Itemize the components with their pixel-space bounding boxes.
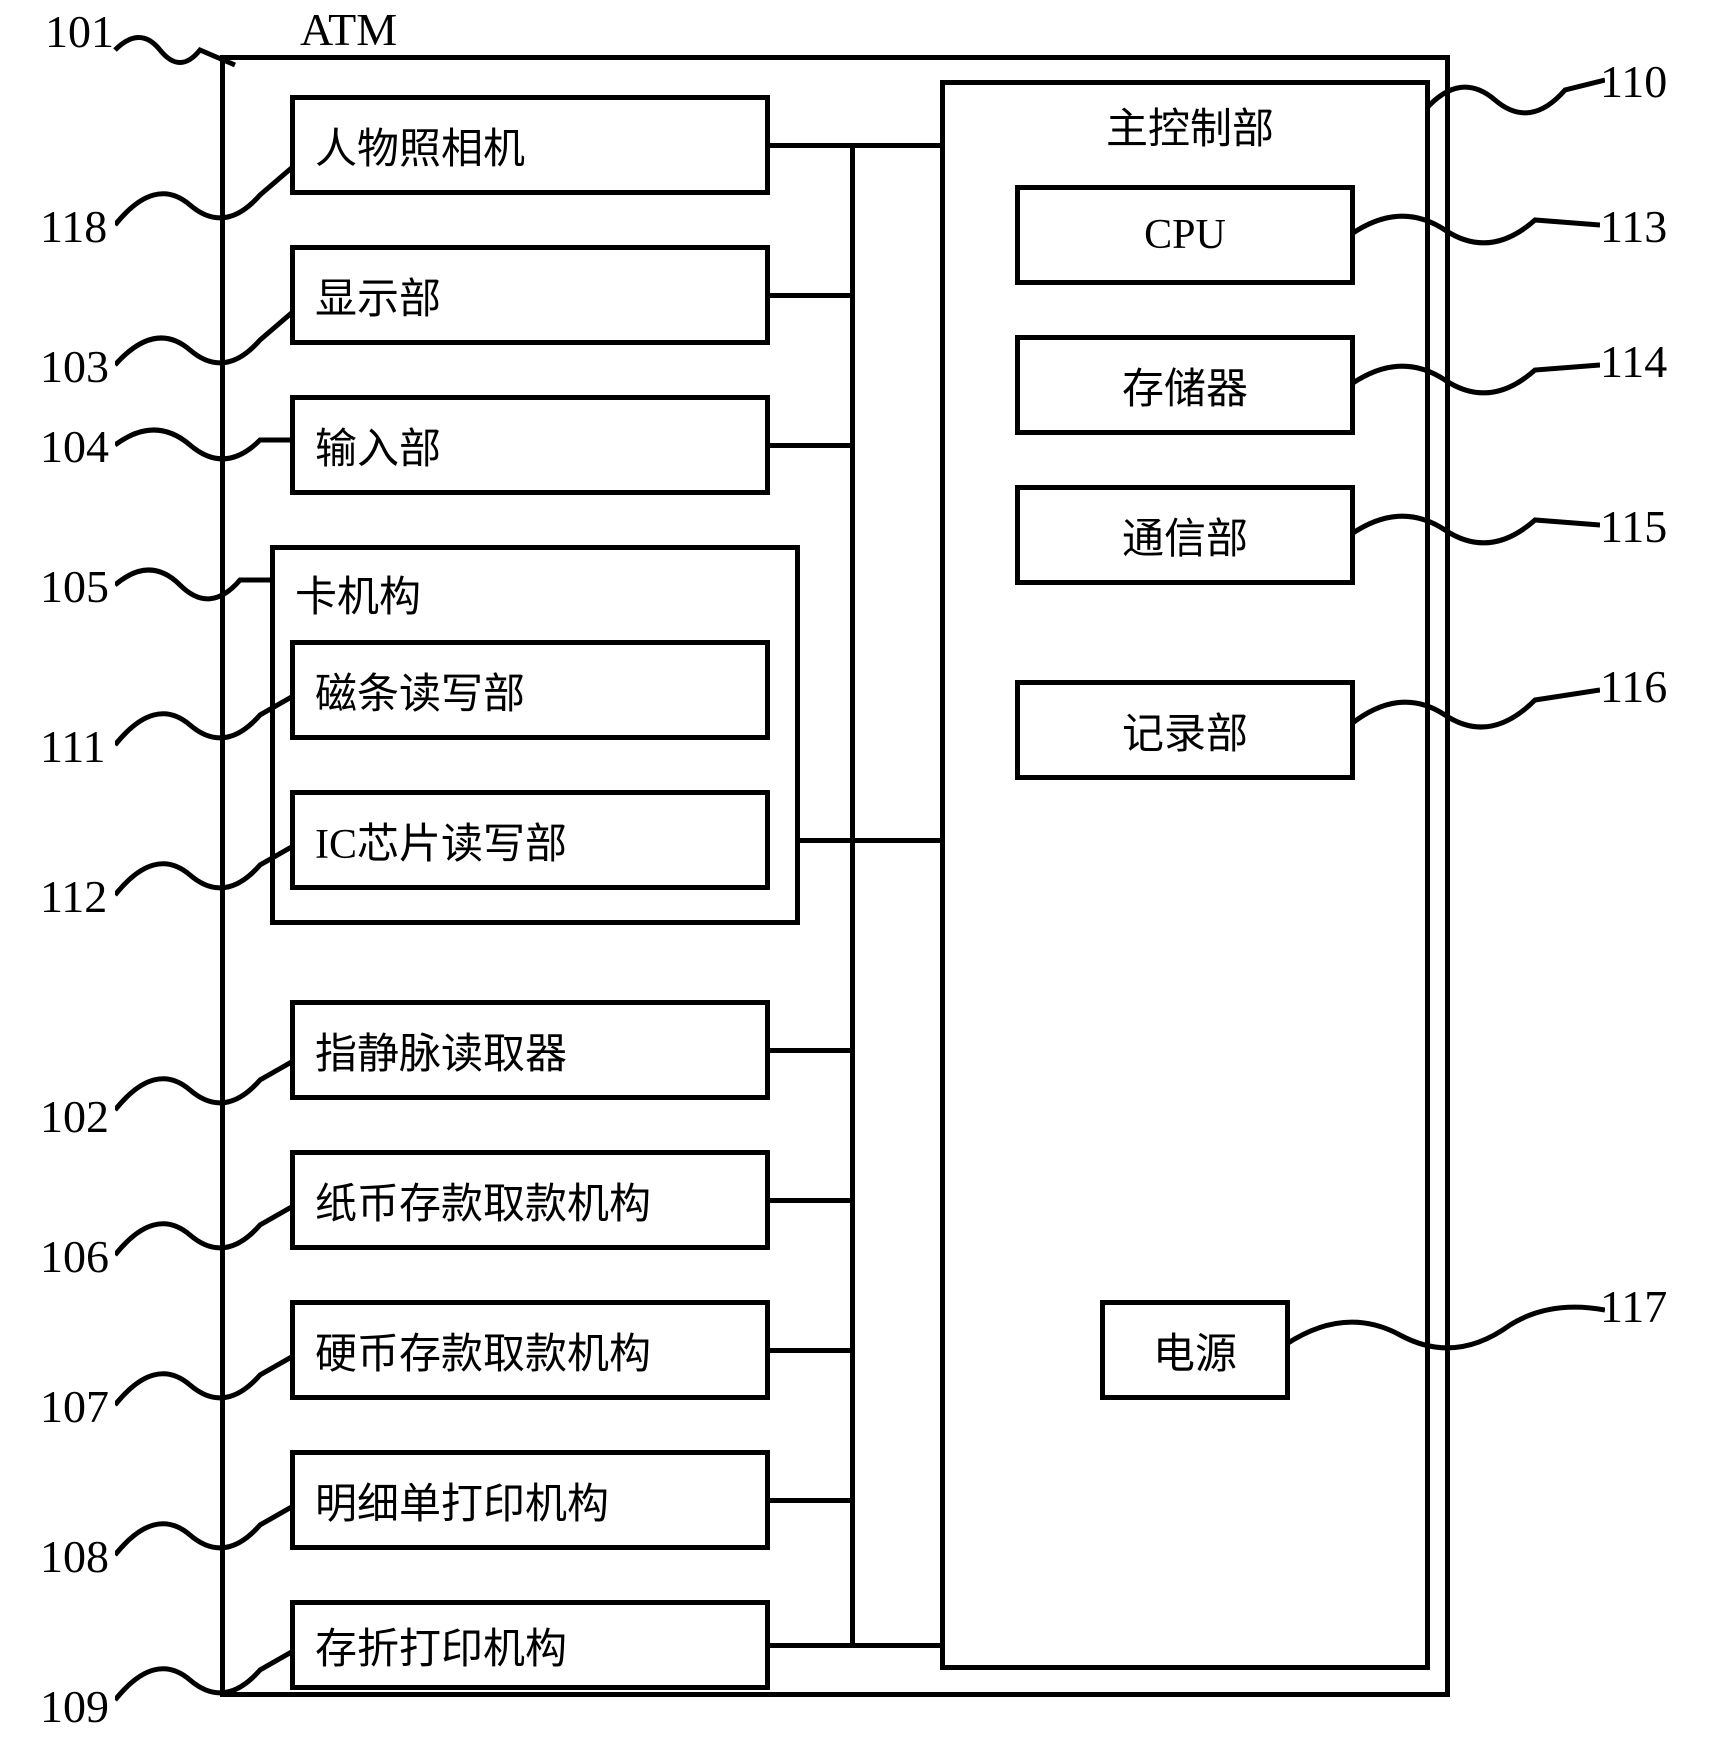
block-label: 电源	[1153, 1320, 1237, 1381]
block-ic-chip-rw: IC芯片读写部	[290, 790, 770, 890]
block-label: 记录部	[1122, 700, 1248, 761]
block-comm: 通信部	[1015, 485, 1355, 585]
leader-103	[115, 300, 295, 380]
atm-title: ATM	[300, 3, 397, 56]
block-label: 主控制部	[1106, 95, 1274, 156]
block-main-control	[940, 80, 1430, 1670]
stub-118	[770, 143, 940, 148]
leader-112	[115, 835, 295, 905]
block-label: 指静脉读取器	[315, 1020, 567, 1081]
leader-114	[1350, 350, 1600, 410]
block-label: 卡机构	[295, 563, 421, 624]
ref-107: 107	[40, 1380, 109, 1433]
block-person-camera: 人物照相机	[290, 95, 770, 195]
ref-104: 104	[40, 420, 109, 473]
stub-102	[770, 1048, 855, 1053]
stub-104	[770, 443, 855, 448]
block-label: 纸币存款取款机构	[315, 1170, 651, 1231]
leader-101	[110, 15, 240, 85]
leader-111	[115, 685, 295, 755]
diagram-canvas: ATM 人物照相机 显示部 输入部 卡机构 磁条读写部 IC芯片读写部 指静脉读…	[0, 0, 1716, 1762]
leader-113	[1350, 200, 1600, 260]
leader-108	[115, 1495, 295, 1565]
main-control-label: 主控制部	[1060, 95, 1320, 155]
block-label: IC芯片读写部	[315, 810, 567, 871]
block-label: 存折打印机构	[315, 1615, 567, 1676]
block-record: 记录部	[1015, 680, 1355, 780]
ref-102: 102	[40, 1090, 109, 1143]
block-label: 输入部	[315, 415, 441, 476]
block-bill-deposit-withdraw: 纸币存款取款机构	[290, 1150, 770, 1250]
block-input: 输入部	[290, 395, 770, 495]
block-memory: 存储器	[1015, 335, 1355, 435]
bus-vertical	[850, 143, 855, 1648]
leader-110	[1425, 65, 1605, 125]
ref-112: 112	[40, 870, 107, 923]
ref-103: 103	[40, 340, 109, 393]
leader-115	[1350, 500, 1600, 560]
ref-111: 111	[40, 720, 106, 773]
block-label: 通信部	[1122, 505, 1248, 566]
ref-113: 113	[1600, 200, 1667, 253]
block-display: 显示部	[290, 245, 770, 345]
card-mechanism-label: 卡机构	[295, 558, 495, 628]
leader-109	[115, 1640, 295, 1710]
leader-118	[115, 155, 295, 235]
ref-116: 116	[1600, 660, 1667, 713]
block-label: CPU	[1144, 211, 1226, 259]
leader-117	[1285, 1300, 1605, 1360]
stub-107	[770, 1348, 855, 1353]
block-magstripe-rw: 磁条读写部	[290, 640, 770, 740]
ref-114: 114	[1600, 335, 1667, 388]
block-passbook-printer: 存折打印机构	[290, 1600, 770, 1690]
ref-109: 109	[40, 1680, 109, 1733]
ref-106: 106	[40, 1230, 109, 1283]
leader-102	[115, 1050, 295, 1120]
ref-101: 101	[45, 5, 114, 58]
leader-106	[115, 1195, 295, 1265]
stub-105	[800, 838, 940, 843]
ref-118: 118	[40, 200, 107, 253]
block-label: 人物照相机	[315, 115, 525, 176]
leader-104	[115, 415, 295, 475]
block-label: 明细单打印机构	[315, 1470, 609, 1531]
block-receipt-printer: 明细单打印机构	[290, 1450, 770, 1550]
block-power: 电源	[1100, 1300, 1290, 1400]
ref-108: 108	[40, 1530, 109, 1583]
ref-117: 117	[1600, 1280, 1667, 1333]
stub-108	[770, 1498, 855, 1503]
block-cpu: CPU	[1015, 185, 1355, 285]
block-label: 显示部	[315, 265, 441, 326]
leader-107	[115, 1345, 295, 1415]
stub-103	[770, 293, 855, 298]
block-coin-deposit-withdraw: 硬币存款取款机构	[290, 1300, 770, 1400]
ref-115: 115	[1600, 500, 1667, 553]
block-label: 存储器	[1122, 355, 1248, 416]
stub-109	[770, 1643, 940, 1648]
leader-116	[1350, 680, 1600, 740]
stub-106	[770, 1198, 855, 1203]
leader-105	[115, 555, 275, 615]
block-label: 磁条读写部	[315, 660, 525, 721]
block-label: 硬币存款取款机构	[315, 1320, 651, 1381]
ref-105: 105	[40, 560, 109, 613]
block-vein-reader: 指静脉读取器	[290, 1000, 770, 1100]
ref-110: 110	[1600, 55, 1667, 108]
